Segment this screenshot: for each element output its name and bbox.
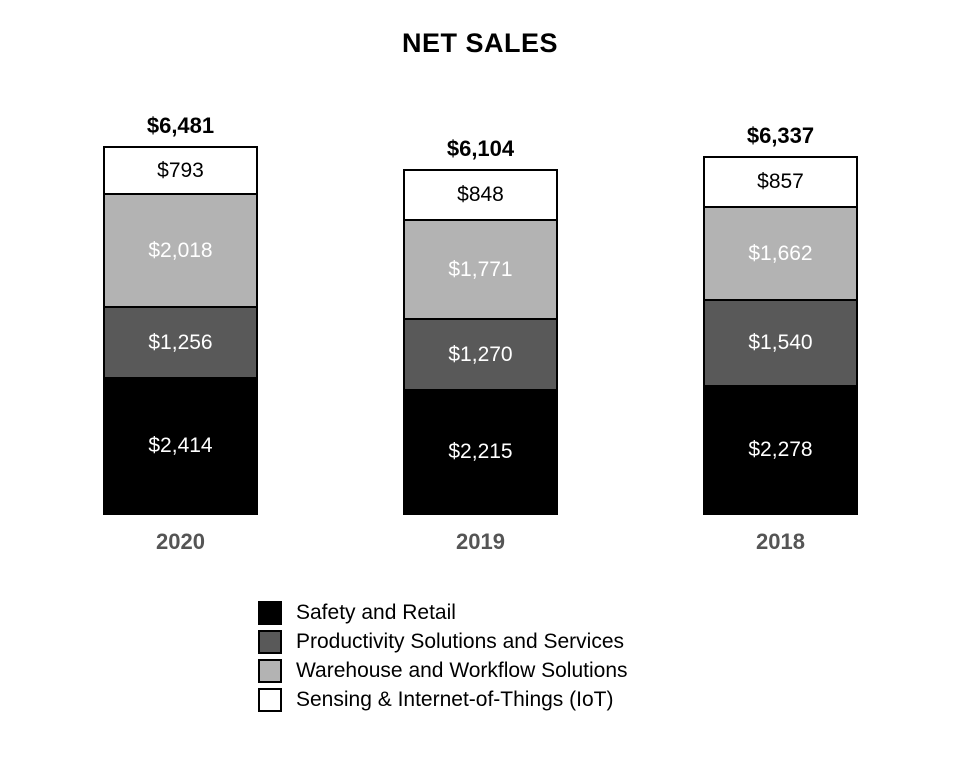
legend-item-sensing-internet-of-things-iot: Sensing & Internet-of-Things (IoT): [258, 688, 628, 712]
chart-title: NET SALES: [401, 28, 559, 58]
legend-swatch: [258, 601, 282, 625]
bar-total-label: $6,481: [146, 113, 215, 138]
bar-segment-productivity-solutions-and-services: $1,540: [705, 299, 856, 385]
year-label: 2020: [156, 529, 205, 554]
bar-segment-safety-and-retail: $2,278: [705, 385, 856, 513]
bar-segment-sensing-internet-of-things-iot: $793: [105, 148, 256, 193]
bar-segment-sensing-internet-of-things-iot: $848: [405, 171, 556, 219]
bar-segment-safety-and-retail: $2,414: [105, 377, 256, 513]
legend-label: Productivity Solutions and Services: [296, 630, 624, 653]
legend-label: Sensing & Internet-of-Things (IoT): [296, 688, 614, 711]
bar-group-2019: $6,104 $848 $1,771 $1,270 $2,215 2019: [403, 136, 558, 555]
bar-segment-productivity-solutions-and-services: $1,256: [105, 306, 256, 377]
bar-group-2018: $6,337 $857 $1,662 $1,540 $2,278 2018: [703, 123, 858, 555]
bar-total-label: $6,337: [746, 123, 815, 148]
year-label: 2018: [756, 529, 805, 554]
bar-stack: $848 $1,771 $1,270 $2,215: [403, 169, 558, 515]
bar-segment-productivity-solutions-and-services: $1,270: [405, 318, 556, 389]
bar-segment-sensing-internet-of-things-iot: $857: [705, 158, 856, 206]
legend-swatch: [258, 630, 282, 654]
legend-swatch: [258, 688, 282, 712]
bar-segment-warehouse-and-workflow-solutions: $1,771: [405, 219, 556, 318]
legend: Safety and Retail Productivity Solutions …: [258, 601, 628, 712]
bar-stack: $793 $2,018 $1,256 $2,414: [103, 146, 258, 515]
legend-label: Safety and Retail: [296, 601, 456, 624]
legend-item-safety-and-retail: Safety and Retail: [258, 601, 628, 625]
bar-segment-warehouse-and-workflow-solutions: $1,662: [705, 206, 856, 299]
bar-segment-warehouse-and-workflow-solutions: $2,018: [105, 193, 256, 306]
year-label: 2019: [456, 529, 505, 554]
legend-swatch: [258, 659, 282, 683]
bar-segment-safety-and-retail: $2,215: [405, 389, 556, 513]
legend-item-warehouse-and-workflow-solutions: Warehouse and Workflow Solutions: [258, 659, 628, 683]
bar-group-2020: $6,481 $793 $2,018 $1,256 $2,414 2020: [103, 113, 258, 555]
bar-stack: $857 $1,662 $1,540 $2,278: [703, 156, 858, 515]
legend-label: Warehouse and Workflow Solutions: [296, 659, 628, 682]
bar-total-label: $6,104: [446, 136, 515, 161]
legend-item-productivity-solutions-and-services: Productivity Solutions and Services: [258, 630, 628, 654]
